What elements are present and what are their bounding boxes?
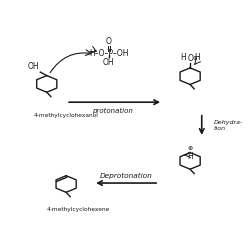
Text: H: H (187, 152, 193, 161)
Text: 4-methylcyclohexanol: 4-methylcyclohexanol (33, 113, 98, 118)
Text: OH: OH (28, 62, 40, 71)
Text: protonation: protonation (92, 108, 133, 114)
Text: H–O–P–OH: H–O–P–OH (89, 48, 128, 58)
Text: OH: OH (103, 58, 115, 67)
Text: Deprotonation: Deprotonation (100, 173, 152, 179)
Text: Dehydra-
tion: Dehydra- tion (214, 120, 242, 131)
Text: O: O (187, 54, 193, 63)
Text: H: H (194, 53, 200, 62)
Text: H: H (180, 53, 186, 62)
Text: ⊕: ⊕ (192, 56, 197, 60)
Text: 4-methylcyclohexene: 4-methylcyclohexene (47, 207, 110, 212)
Text: ⊕: ⊕ (188, 146, 193, 151)
Text: O: O (106, 37, 112, 46)
